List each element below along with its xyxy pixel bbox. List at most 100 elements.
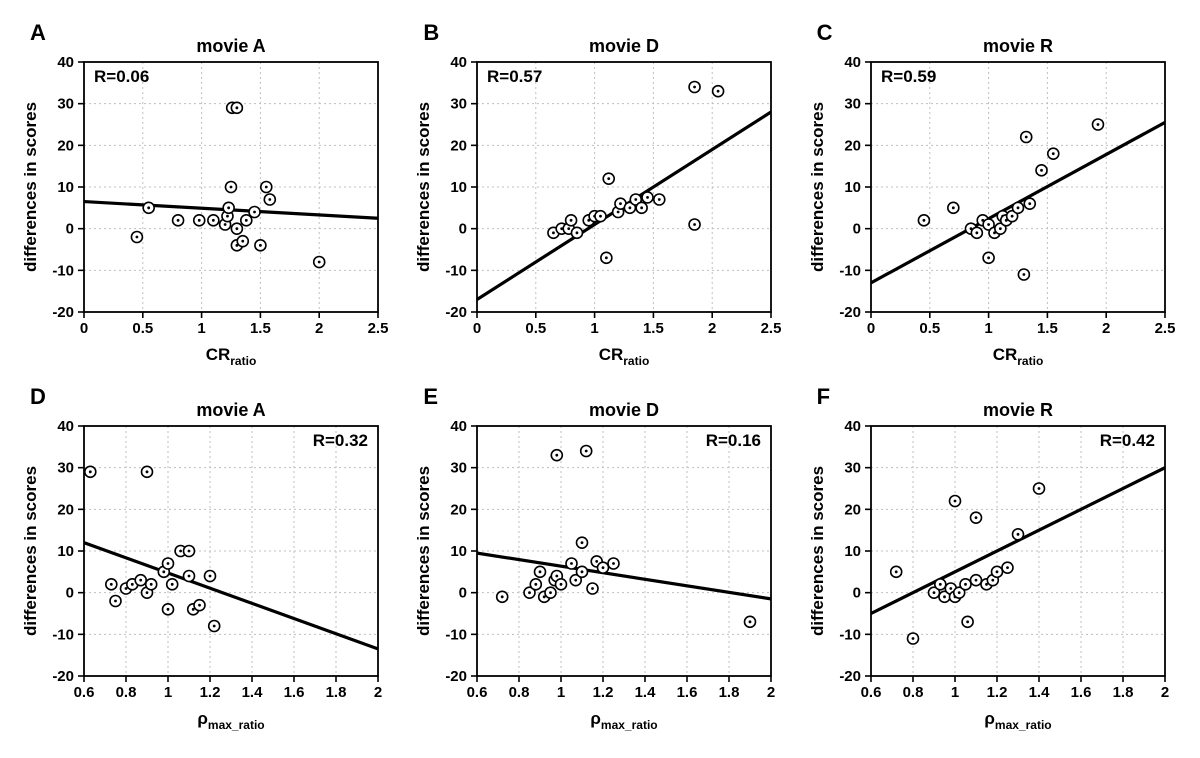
panel-label: A bbox=[30, 20, 46, 46]
svg-text:0.5: 0.5 bbox=[526, 320, 547, 337]
svg-text:1.8: 1.8 bbox=[1112, 684, 1133, 701]
svg-text:2: 2 bbox=[374, 684, 382, 701]
panel-label: C bbox=[817, 20, 833, 46]
svg-text:1: 1 bbox=[557, 684, 565, 701]
svg-text:0.8: 0.8 bbox=[509, 684, 530, 701]
svg-text:-20: -20 bbox=[52, 668, 74, 685]
svg-text:differences in scores: differences in scores bbox=[21, 466, 40, 636]
svg-text:20: 20 bbox=[57, 501, 74, 518]
svg-text:differences in scores: differences in scores bbox=[808, 102, 827, 272]
svg-text:2: 2 bbox=[708, 320, 716, 337]
svg-text:1.4: 1.4 bbox=[1028, 684, 1050, 701]
svg-text:1.4: 1.4 bbox=[242, 684, 264, 701]
svg-text:differences in scores: differences in scores bbox=[414, 102, 433, 272]
svg-text:30: 30 bbox=[844, 460, 861, 477]
svg-text:1.8: 1.8 bbox=[326, 684, 347, 701]
svg-text:10: 10 bbox=[57, 179, 74, 196]
svg-text:CRratio: CRratio bbox=[992, 345, 1043, 368]
svg-text:-20: -20 bbox=[446, 668, 468, 685]
svg-text:-10: -10 bbox=[446, 626, 468, 643]
svg-text:10: 10 bbox=[451, 179, 468, 196]
svg-text:movie R: movie R bbox=[983, 400, 1053, 420]
svg-text:2: 2 bbox=[767, 684, 775, 701]
svg-text:0.5: 0.5 bbox=[132, 320, 153, 337]
svg-text:movie R: movie R bbox=[983, 36, 1053, 56]
svg-text:ρmax_ratio: ρmax_ratio bbox=[197, 709, 264, 732]
svg-text:CRratio: CRratio bbox=[599, 345, 650, 368]
svg-text:40: 40 bbox=[57, 54, 74, 71]
svg-text:2.5: 2.5 bbox=[761, 320, 782, 337]
svg-text:30: 30 bbox=[451, 460, 468, 477]
svg-text:10: 10 bbox=[844, 179, 861, 196]
svg-text:movie D: movie D bbox=[589, 36, 659, 56]
svg-text:1.5: 1.5 bbox=[1037, 320, 1058, 337]
svg-text:20: 20 bbox=[844, 137, 861, 154]
svg-text:-10: -10 bbox=[839, 626, 861, 643]
svg-text:1.6: 1.6 bbox=[1070, 684, 1091, 701]
svg-text:1.6: 1.6 bbox=[284, 684, 305, 701]
svg-text:2.5: 2.5 bbox=[1154, 320, 1175, 337]
svg-text:0.5: 0.5 bbox=[919, 320, 940, 337]
svg-text:1.6: 1.6 bbox=[677, 684, 698, 701]
svg-text:ρmax_ratio: ρmax_ratio bbox=[591, 709, 658, 732]
svg-text:0: 0 bbox=[866, 320, 874, 337]
panel-D: D0.60.811.21.41.61.82-20-10010203040ρmax… bbox=[20, 384, 393, 738]
svg-text:20: 20 bbox=[844, 501, 861, 518]
svg-text:2: 2 bbox=[1102, 320, 1110, 337]
svg-text:40: 40 bbox=[451, 418, 468, 435]
svg-text:movie A: movie A bbox=[196, 36, 265, 56]
svg-text:1.5: 1.5 bbox=[643, 320, 664, 337]
svg-text:R=0.16: R=0.16 bbox=[706, 431, 761, 450]
svg-text:30: 30 bbox=[451, 96, 468, 113]
svg-text:0.8: 0.8 bbox=[116, 684, 137, 701]
svg-text:1.4: 1.4 bbox=[635, 684, 657, 701]
svg-text:0: 0 bbox=[852, 221, 860, 238]
svg-text:R=0.06: R=0.06 bbox=[94, 67, 149, 86]
svg-text:R=0.57: R=0.57 bbox=[487, 67, 542, 86]
svg-text:1.5: 1.5 bbox=[250, 320, 271, 337]
svg-text:0: 0 bbox=[852, 585, 860, 602]
svg-text:10: 10 bbox=[451, 543, 468, 560]
svg-text:0: 0 bbox=[66, 221, 74, 238]
svg-text:R=0.42: R=0.42 bbox=[1099, 431, 1154, 450]
svg-text:1: 1 bbox=[591, 320, 599, 337]
svg-text:differences in scores: differences in scores bbox=[21, 102, 40, 272]
svg-text:0: 0 bbox=[473, 320, 481, 337]
panel-label: B bbox=[423, 20, 439, 46]
svg-text:2.5: 2.5 bbox=[368, 320, 389, 337]
svg-text:20: 20 bbox=[57, 137, 74, 154]
panel-C: C00.511.522.5-20-10010203040CRratiodiffe… bbox=[807, 20, 1180, 374]
svg-text:0: 0 bbox=[80, 320, 88, 337]
panel-label: E bbox=[423, 384, 438, 410]
svg-text:-20: -20 bbox=[839, 668, 861, 685]
svg-text:30: 30 bbox=[57, 96, 74, 113]
svg-text:-10: -10 bbox=[52, 626, 74, 643]
svg-text:1: 1 bbox=[984, 320, 992, 337]
svg-text:-20: -20 bbox=[839, 304, 861, 321]
svg-text:1: 1 bbox=[197, 320, 205, 337]
svg-text:40: 40 bbox=[57, 418, 74, 435]
svg-text:differences in scores: differences in scores bbox=[808, 466, 827, 636]
panel-label: D bbox=[30, 384, 46, 410]
panel-F: F0.60.811.21.41.61.82-20-10010203040ρmax… bbox=[807, 384, 1180, 738]
svg-text:20: 20 bbox=[451, 501, 468, 518]
svg-text:30: 30 bbox=[844, 96, 861, 113]
svg-text:0.6: 0.6 bbox=[467, 684, 488, 701]
svg-text:0: 0 bbox=[66, 585, 74, 602]
svg-text:2: 2 bbox=[1160, 684, 1168, 701]
svg-text:1.2: 1.2 bbox=[986, 684, 1007, 701]
svg-text:ρmax_ratio: ρmax_ratio bbox=[984, 709, 1051, 732]
svg-text:2: 2 bbox=[315, 320, 323, 337]
svg-text:-20: -20 bbox=[446, 304, 468, 321]
figure-grid: A00.511.522.5-20-10010203040CRratiodiffe… bbox=[20, 20, 1180, 738]
svg-text:20: 20 bbox=[451, 137, 468, 154]
svg-text:0: 0 bbox=[459, 221, 467, 238]
svg-text:0.6: 0.6 bbox=[74, 684, 95, 701]
svg-text:R=0.32: R=0.32 bbox=[313, 431, 368, 450]
svg-text:-10: -10 bbox=[446, 262, 468, 279]
svg-text:0.8: 0.8 bbox=[902, 684, 923, 701]
svg-text:R=0.59: R=0.59 bbox=[881, 67, 936, 86]
svg-text:10: 10 bbox=[57, 543, 74, 560]
svg-text:1.8: 1.8 bbox=[719, 684, 740, 701]
svg-text:40: 40 bbox=[844, 54, 861, 71]
